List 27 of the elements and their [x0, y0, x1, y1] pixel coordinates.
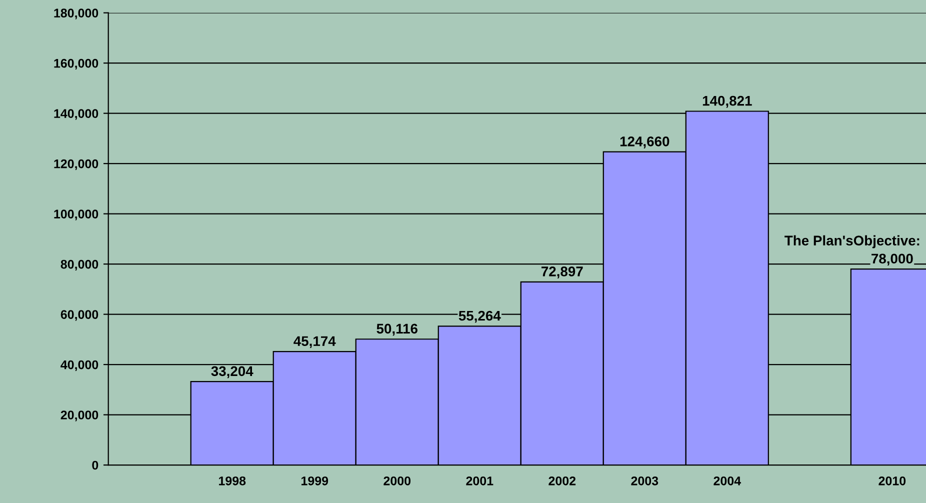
- x-tick-label: 2002: [548, 476, 576, 486]
- data-label: 50,116: [376, 324, 418, 336]
- y-tick-label: 20,000: [60, 410, 98, 422]
- data-label: 55,264: [458, 310, 501, 323]
- x-tick-label: 2000: [384, 476, 411, 486]
- y-tick-label: 0: [92, 460, 98, 470]
- x-tick-label: 2004: [714, 476, 741, 486]
- x-tick-label: 2001: [466, 476, 494, 486]
- data-label: 124,660: [620, 136, 670, 148]
- y-tick-label: 160,000: [54, 58, 98, 70]
- data-label: 140,821: [702, 96, 752, 108]
- data-label: 45,174: [294, 336, 336, 348]
- x-tick-label: 2003: [631, 476, 658, 486]
- y-tick-label: 180,000: [54, 8, 98, 20]
- y-tick-label: 100,000: [54, 210, 98, 220]
- y-tick-label: 80,000: [60, 260, 98, 271]
- annotation: The Plan'sObjective:: [784, 235, 920, 248]
- data-label: 33,204: [211, 366, 254, 378]
- y-tick-label: 140,000: [54, 109, 98, 120]
- data-label: 72,897: [541, 266, 583, 278]
- y-tick-label: 60,000: [60, 310, 98, 321]
- x-tick-label: 1998: [218, 476, 246, 486]
- y-tick-label: 40,000: [60, 360, 98, 371]
- x-tick-label: 2010: [878, 476, 906, 486]
- y-tick-label: 120,000: [54, 159, 98, 170]
- x-tick-label: 1999: [302, 476, 328, 486]
- data-label: 78,000: [872, 254, 913, 266]
